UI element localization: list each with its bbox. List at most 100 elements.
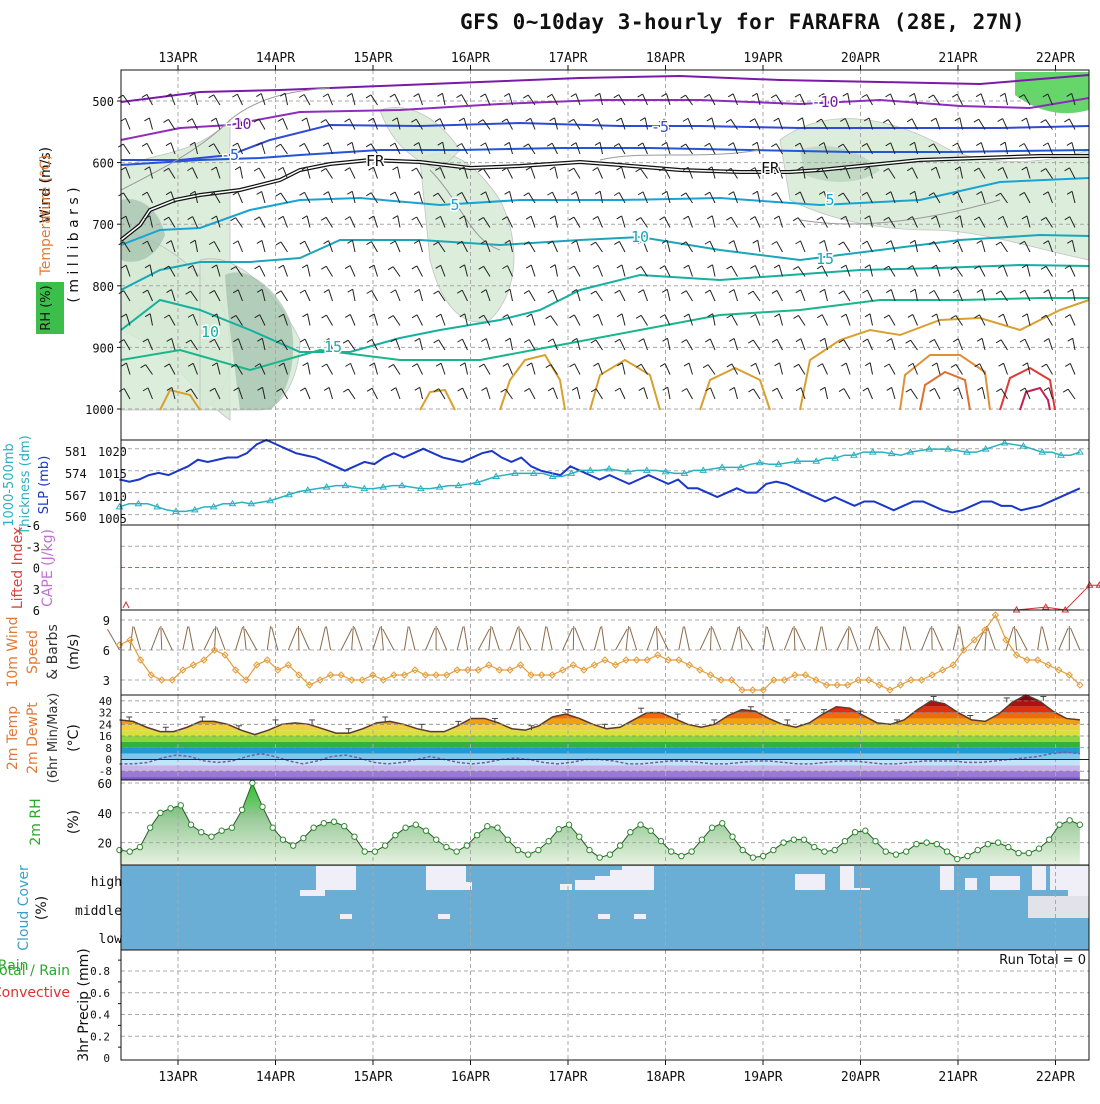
wind-barb-feather — [660, 364, 665, 367]
wind-barb-feather — [1020, 388, 1025, 391]
rh2m-marker — [168, 806, 173, 811]
wind-barb-feather — [729, 387, 734, 390]
barb10m — [1038, 626, 1042, 650]
barb10m — [204, 628, 215, 650]
wind-barb — [462, 339, 467, 350]
wind-barb-feather — [929, 291, 934, 294]
wind-barb-feather — [323, 94, 328, 97]
ylabel-temp-unit: (°C) — [66, 724, 82, 752]
warm-contour — [420, 390, 455, 410]
li-tick-label: -6 — [26, 519, 40, 533]
barb10m — [426, 628, 435, 650]
wind-barb-feather — [729, 338, 734, 341]
rh2m-marker — [413, 822, 418, 827]
wind-barb — [982, 240, 985, 252]
wind-barb — [755, 265, 760, 276]
wind-barb — [417, 217, 423, 227]
barb10m — [520, 629, 531, 650]
wind-barb-feather — [909, 93, 914, 96]
wind-barb-feather — [504, 93, 509, 96]
wind-barb — [123, 144, 130, 154]
wind-barb — [374, 314, 377, 326]
wind-barb-feather — [884, 315, 889, 318]
wind-barb — [708, 365, 715, 375]
wind-barb — [641, 169, 648, 179]
wind-barb — [371, 95, 378, 105]
wind-barb-feather — [796, 339, 801, 342]
rh-tick-label: 60 — [98, 777, 112, 791]
wind-barb — [1070, 315, 1075, 326]
barb10m — [988, 627, 996, 650]
ylabel-thickness-top: 1000-500mb — [2, 443, 17, 527]
li-tick-label: -3 — [26, 540, 40, 554]
rh2m-marker — [485, 824, 490, 829]
wind-barb-feather — [593, 265, 598, 268]
wind-barb-feather — [774, 265, 779, 268]
wind-barb — [574, 217, 580, 227]
ylabel-cloud: Cloud Cover — [16, 865, 32, 951]
wind-barb-feather — [883, 120, 888, 123]
wind-barb-feather — [1044, 388, 1049, 391]
wind-barb-feather — [276, 291, 281, 294]
wind-barb-feather — [571, 143, 576, 146]
wind-barb-feather — [367, 242, 372, 245]
rh2m-marker — [750, 855, 755, 860]
ylabel-cloud-unit: (%) — [34, 896, 50, 920]
wind-barb-feather — [569, 315, 574, 318]
wind-barb — [576, 192, 580, 203]
wind-barb — [308, 363, 310, 375]
rh2m-marker — [434, 837, 439, 842]
barb10m — [816, 627, 821, 650]
temp-band — [121, 771, 1089, 777]
wind-barb — [555, 167, 558, 179]
wind-barb — [779, 314, 782, 326]
wind-barb — [1025, 290, 1030, 301]
wind-barb — [1004, 363, 1008, 374]
wind-barb — [688, 216, 692, 227]
rh2m-marker — [546, 838, 551, 843]
date-label-top: 13APR — [158, 51, 197, 66]
wind-barb-feather — [1065, 363, 1070, 366]
rh2m-marker — [352, 834, 357, 839]
barb10m — [784, 628, 793, 650]
wind-barb — [281, 242, 288, 252]
temp-band — [121, 765, 1089, 771]
wind-barb — [327, 315, 333, 325]
wind-barb-feather — [321, 120, 326, 123]
wind-barb-feather — [977, 387, 982, 390]
wind-barb-feather — [415, 387, 420, 390]
wind-barb-feather — [393, 167, 398, 170]
rh2m-marker — [209, 834, 214, 839]
wind-barb-feather — [708, 265, 713, 268]
rh2m-marker — [832, 847, 837, 852]
wind-barb-feather — [142, 94, 147, 97]
wind-barb-feather — [302, 216, 307, 219]
rh2m-marker — [771, 847, 776, 852]
wind-barb — [825, 289, 828, 301]
rh2m-marker — [229, 825, 234, 830]
cloud-patch — [634, 914, 646, 919]
wind-barb — [979, 266, 985, 277]
wind-barb — [574, 315, 580, 326]
wind-barb — [353, 240, 355, 252]
wind-barb — [553, 388, 557, 399]
wind-barb — [576, 241, 580, 252]
wind-barb-feather — [996, 242, 1001, 245]
wind-barb-feather — [257, 191, 262, 194]
wind-barb — [396, 388, 400, 399]
wind-barb-feather — [752, 93, 757, 96]
rh2m-marker — [658, 838, 663, 843]
pressure-tick-label: 800 — [92, 280, 114, 294]
contour-label: FR — [366, 152, 385, 170]
wind-barb-feather — [300, 339, 305, 342]
wind-barb — [398, 216, 400, 228]
cloud-patch-mid — [1028, 896, 1089, 918]
wind-barb-feather — [683, 118, 688, 121]
cloud-tick-label: high — [91, 875, 122, 890]
wind-barb — [283, 265, 287, 276]
cloud-patch — [965, 878, 977, 890]
wind-barb-feather — [550, 167, 555, 170]
wind-barb-feather — [681, 193, 686, 196]
rh2m-marker — [863, 828, 868, 833]
wind-barb — [734, 387, 737, 399]
